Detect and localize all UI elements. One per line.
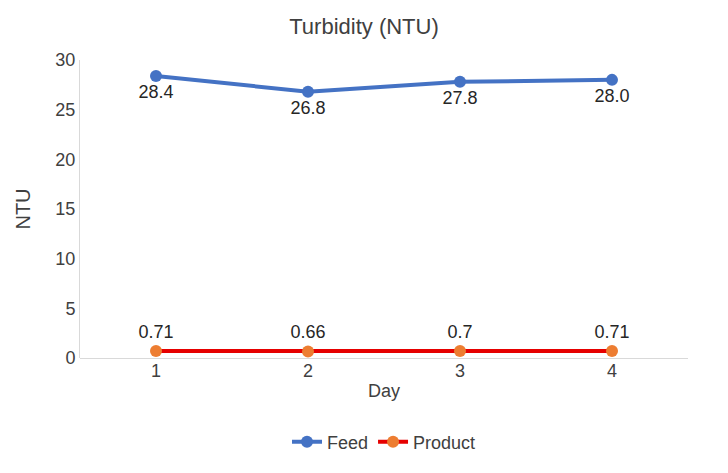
svg-text:0.71: 0.71 [138, 322, 173, 342]
svg-text:0.66: 0.66 [290, 322, 325, 342]
svg-text:30: 30 [55, 50, 75, 70]
svg-text:15: 15 [55, 199, 75, 219]
svg-text:3: 3 [455, 361, 465, 381]
svg-text:5: 5 [65, 299, 75, 319]
svg-text:27.8: 27.8 [442, 88, 477, 108]
svg-text:0.7: 0.7 [447, 322, 472, 342]
svg-text:20: 20 [55, 150, 75, 170]
svg-text:4: 4 [607, 361, 617, 381]
svg-text:25: 25 [55, 100, 75, 120]
svg-text:Turbidity (NTU): Turbidity (NTU) [289, 14, 439, 39]
svg-text:28.4: 28.4 [138, 82, 173, 102]
svg-text:26.8: 26.8 [290, 98, 325, 118]
svg-text:Day: Day [368, 381, 400, 401]
svg-text:2: 2 [303, 361, 313, 381]
svg-text:NTU: NTU [12, 188, 34, 229]
svg-text:28.0: 28.0 [594, 86, 629, 106]
svg-text:0.71: 0.71 [594, 322, 629, 342]
svg-text:0: 0 [65, 348, 75, 368]
svg-text:Feed: Feed [327, 433, 368, 453]
svg-text:1: 1 [151, 361, 161, 381]
svg-text:Product: Product [413, 433, 475, 453]
svg-text:10: 10 [55, 249, 75, 269]
